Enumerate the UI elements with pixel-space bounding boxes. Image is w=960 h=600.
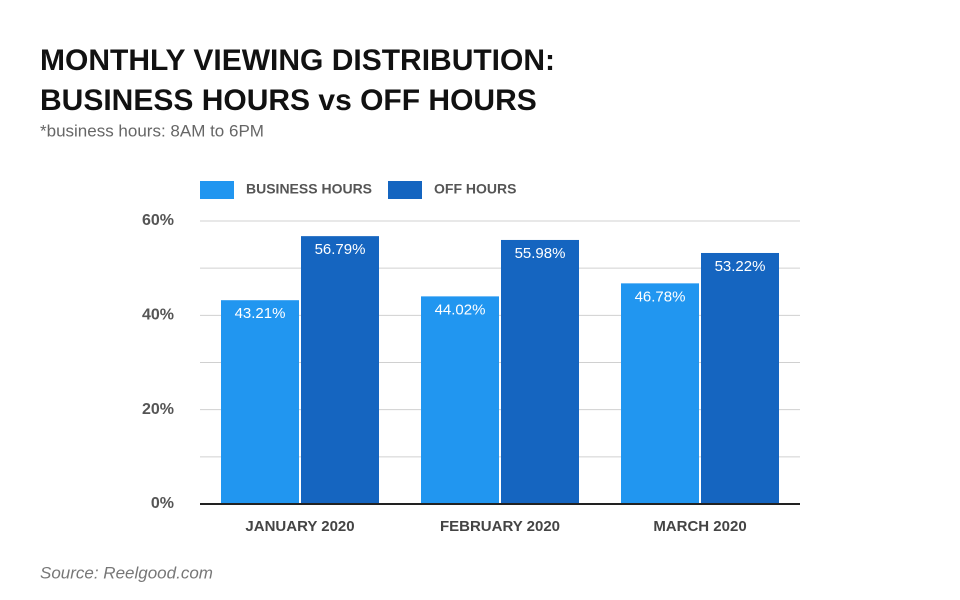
bar [421,296,499,504]
bar [301,236,379,504]
bar [501,239,579,504]
chart-subtitle: *business hours: 8AM to 6PM [40,121,264,140]
value-label: 55.98% [515,245,566,262]
value-label: 53.22% [715,258,766,275]
chart-title: MONTHLY VIEWING DISTRIBUTION: [40,44,555,77]
legend-swatch [200,181,234,199]
bar [701,252,779,504]
y-tick-label: 0% [151,495,174,512]
legend-label: OFF HOURS [434,181,516,197]
value-label: 56.79% [315,241,366,258]
y-tick-label: 40% [142,307,174,324]
chart-title: BUSINESS HOURS vs OFF HOURS [40,84,537,117]
x-tick-label: JANUARY 2020 [245,518,354,535]
value-label: 43.21% [235,305,286,322]
legend-label: BUSINESS HOURS [246,181,372,197]
y-tick-label: 60% [142,212,174,229]
value-label: 46.78% [635,288,686,305]
source-note: Source: Reelgood.com [40,563,213,582]
value-label: 44.02% [435,301,486,318]
bar [221,300,299,504]
legend-swatch [388,181,422,199]
bar [621,283,699,504]
x-tick-label: FEBRUARY 2020 [440,518,560,535]
y-tick-label: 20% [142,401,174,418]
x-tick-label: MARCH 2020 [653,518,746,535]
